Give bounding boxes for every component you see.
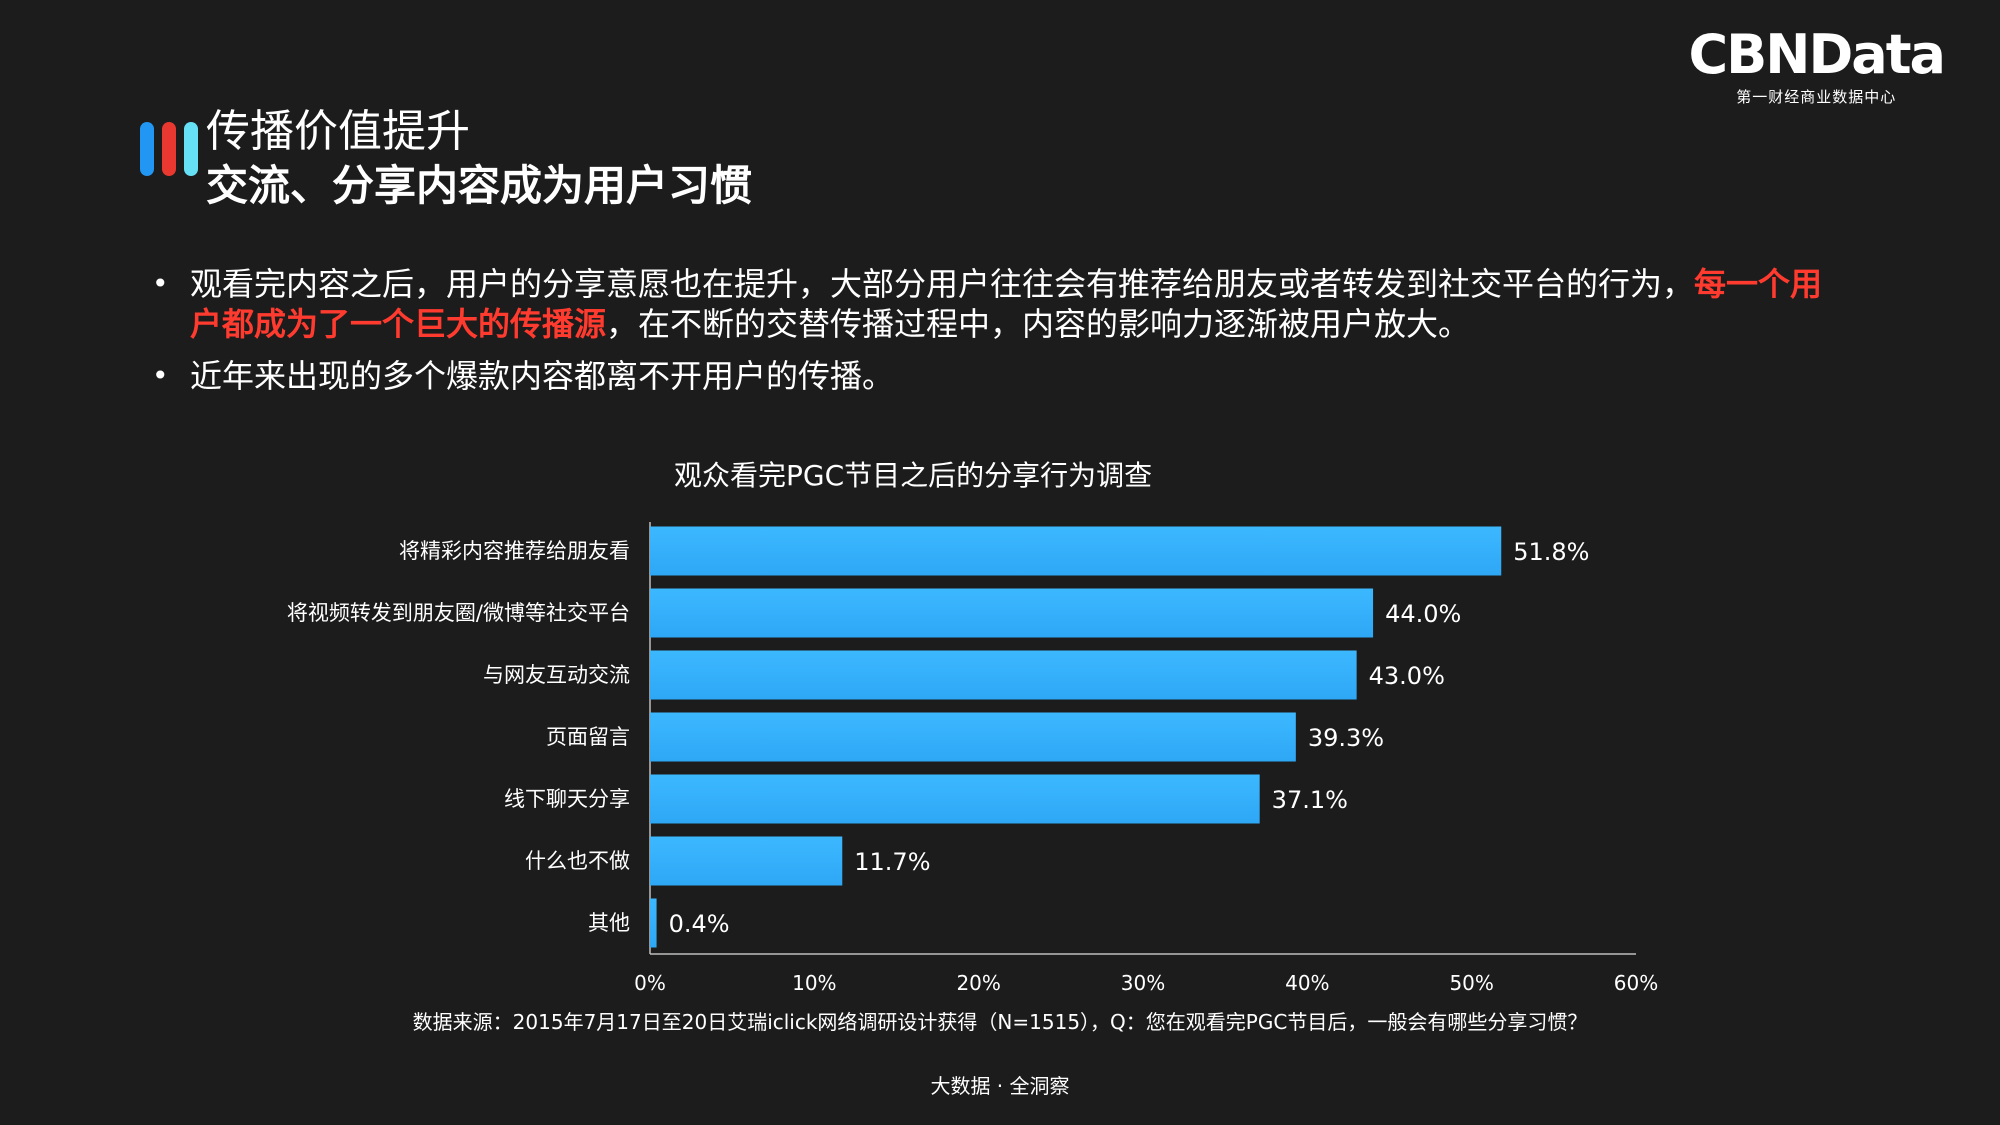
x-tick-label: 0% (634, 971, 666, 995)
category-label: 什么也不做 (525, 849, 630, 873)
bullet-highlight: 每一个用户都成为了一个巨大的传播源 (190, 265, 1823, 343)
data-label: 37.1% (1272, 786, 1348, 814)
data-label: 43.0% (1369, 662, 1445, 690)
title-bars-icon (140, 122, 198, 176)
category-label: 线下聊天分享 (504, 787, 630, 811)
bar (650, 588, 1374, 638)
tagline: 大数据 · 全洞察 (930, 1074, 1070, 1098)
bullet-item: • 近年来出现的多个爆款内容都离不开用户的传播。 (150, 356, 1850, 396)
bar (650, 712, 1296, 762)
logo-wordmark: CBNData (1688, 23, 1946, 86)
page-subtitle: 交流、分享内容成为用户习惯 (206, 161, 753, 210)
bullet-item: • 观看完内容之后，用户的分享意愿也在提升，大部分用户往往会有推荐给朋友或者转发… (150, 264, 1850, 344)
bullet-dot-icon: • (152, 359, 169, 392)
x-tick-label: 10% (792, 971, 836, 995)
bullet-text: ，在不断的交替传播过程中，内容的影响力逐渐被用户放大。 (606, 305, 1471, 343)
chart-title: 观众看完PGC节目之后的分享行为调查 (674, 459, 1153, 492)
data-label: 11.7% (854, 848, 930, 876)
data-label: 0.4% (669, 910, 730, 938)
category-label: 与网友互动交流 (483, 663, 630, 687)
data-label: 39.3% (1308, 724, 1384, 752)
bar (650, 898, 657, 948)
bullet-text: 观看完内容之后，用户的分享意愿也在提升，大部分用户往往会有推荐给朋友或者转发到社… (190, 265, 1695, 303)
x-tick-label: 30% (1121, 971, 1165, 995)
x-tick-label: 50% (1449, 971, 1493, 995)
data-label: 51.8% (1513, 538, 1589, 566)
bar (650, 526, 1502, 576)
category-label: 页面留言 (546, 725, 630, 749)
bar (650, 774, 1260, 824)
bullet-dot-icon: • (152, 267, 169, 300)
category-label: 将精彩内容推荐给朋友看 (399, 539, 630, 563)
bar (650, 836, 843, 886)
cbndata-logo: CBNData 第一财经商业数据中心 (1688, 23, 1946, 107)
bar-chart: 将精彩内容推荐给朋友看 51.8% 将视频转发到朋友圈/微博等社交平台 44.0% 与网… (287, 522, 1658, 995)
bullet-text: 近年来出现的多个爆款内容都离不开用户的传播。 (190, 357, 895, 395)
data-label: 44.0% (1385, 600, 1461, 628)
bullet-list: • 观看完内容之后，用户的分享意愿也在提升，大部分用户往往会有推荐给朋友或者转发… (150, 264, 1850, 408)
category-label: 其他 (588, 911, 630, 935)
data-source-note: 数据来源：2015年7月17日至20日艾瑞iclick网络调研设计获得（N=15… (412, 1010, 1588, 1034)
x-tick-label: 40% (1285, 971, 1329, 995)
x-tick-label: 20% (956, 971, 1000, 995)
x-tick-label: 60% (1614, 971, 1658, 995)
bar (650, 650, 1357, 700)
logo-subtitle: 第一财经商业数据中心 (1736, 88, 1897, 106)
page-title: 传播价值提升 (206, 106, 470, 157)
category-label: 将视频转发到朋友圈/微博等社交平台 (287, 601, 630, 625)
